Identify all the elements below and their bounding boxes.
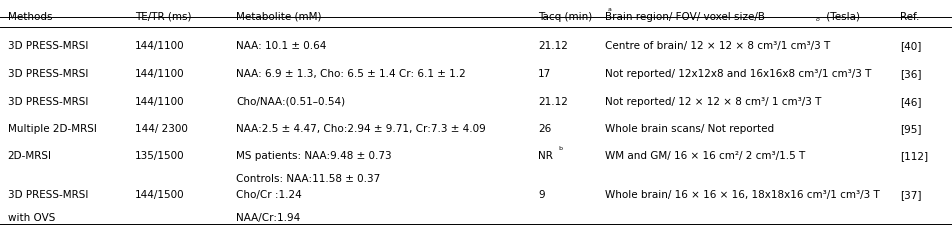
Text: 2D-MRSI: 2D-MRSI [8, 150, 51, 160]
Text: [95]: [95] [900, 124, 922, 134]
Text: 144/1100: 144/1100 [135, 41, 185, 51]
Text: Whole brain scans/ Not reported: Whole brain scans/ Not reported [605, 124, 774, 134]
Text: Centre of brain/ 12 × 12 × 8 cm³/1 cm³/3 T: Centre of brain/ 12 × 12 × 8 cm³/1 cm³/3… [605, 41, 830, 51]
Text: 3D PRESS-MRSI: 3D PRESS-MRSI [8, 96, 88, 106]
Text: with OVS: with OVS [8, 212, 55, 222]
Text: NAA: 10.1 ± 0.64: NAA: 10.1 ± 0.64 [236, 41, 327, 51]
Text: 144/1100: 144/1100 [135, 96, 185, 106]
Text: Metabolite (mM): Metabolite (mM) [236, 11, 322, 21]
Text: NR: NR [538, 150, 553, 160]
Text: Multiple 2D-MRSI: Multiple 2D-MRSI [8, 124, 96, 134]
Text: MS patients: NAA:9.48 ± 0.73: MS patients: NAA:9.48 ± 0.73 [236, 150, 391, 160]
Text: Cho/NAA:(0.51–0.54): Cho/NAA:(0.51–0.54) [236, 96, 346, 106]
Text: 21.12: 21.12 [538, 96, 567, 106]
Text: 3D PRESS-MRSI: 3D PRESS-MRSI [8, 189, 88, 199]
Text: 21.12: 21.12 [538, 41, 567, 51]
Text: Not reported/ 12 × 12 × 8 cm³/ 1 cm³/3 T: Not reported/ 12 × 12 × 8 cm³/ 1 cm³/3 T [605, 96, 821, 106]
Text: WM and GM/ 16 × 16 cm²/ 2 cm³/1.5 T: WM and GM/ 16 × 16 cm²/ 2 cm³/1.5 T [605, 150, 804, 160]
Text: [36]: [36] [900, 69, 922, 79]
Text: 3D PRESS-MRSI: 3D PRESS-MRSI [8, 69, 88, 79]
Text: Methods: Methods [8, 11, 52, 21]
Text: a: a [607, 7, 611, 12]
Text: (Tesla): (Tesla) [823, 11, 861, 21]
Text: [37]: [37] [900, 189, 922, 199]
Text: b: b [559, 145, 563, 150]
Text: Brain region/ FOV/ voxel size/B: Brain region/ FOV/ voxel size/B [605, 11, 764, 21]
Text: 17: 17 [538, 69, 551, 79]
Text: 144/ 2300: 144/ 2300 [135, 124, 188, 134]
Text: 9: 9 [538, 189, 545, 199]
Text: Tacq (min): Tacq (min) [538, 11, 592, 21]
Text: NAA:2.5 ± 4.47, Cho:2.94 ± 9.71, Cr:7.3 ± 4.09: NAA:2.5 ± 4.47, Cho:2.94 ± 9.71, Cr:7.3 … [236, 124, 486, 134]
Text: NAA/Cr:1.94: NAA/Cr:1.94 [236, 212, 300, 222]
Text: 3D PRESS-MRSI: 3D PRESS-MRSI [8, 41, 88, 51]
Text: Not reported/ 12x12x8 and 16x16x8 cm³/1 cm³/3 T: Not reported/ 12x12x8 and 16x16x8 cm³/1 … [605, 69, 871, 79]
Text: o: o [816, 17, 820, 22]
Text: Controls: NAA:11.58 ± 0.37: Controls: NAA:11.58 ± 0.37 [236, 173, 381, 183]
Text: TE/TR (ms): TE/TR (ms) [135, 11, 191, 21]
Text: Ref.: Ref. [900, 11, 919, 21]
Text: [46]: [46] [900, 96, 922, 106]
Text: 144/1100: 144/1100 [135, 69, 185, 79]
Text: Whole brain/ 16 × 16 × 16, 18x18x16 cm³/1 cm³/3 T: Whole brain/ 16 × 16 × 16, 18x18x16 cm³/… [605, 189, 880, 199]
Text: 144/1500: 144/1500 [135, 189, 185, 199]
Text: 26: 26 [538, 124, 551, 134]
Text: [112]: [112] [900, 150, 928, 160]
Text: [40]: [40] [900, 41, 921, 51]
Text: Cho/Cr :1.24: Cho/Cr :1.24 [236, 189, 302, 199]
Text: 135/1500: 135/1500 [135, 150, 185, 160]
Text: NAA: 6.9 ± 1.3, Cho: 6.5 ± 1.4 Cr: 6.1 ± 1.2: NAA: 6.9 ± 1.3, Cho: 6.5 ± 1.4 Cr: 6.1 ±… [236, 69, 466, 79]
